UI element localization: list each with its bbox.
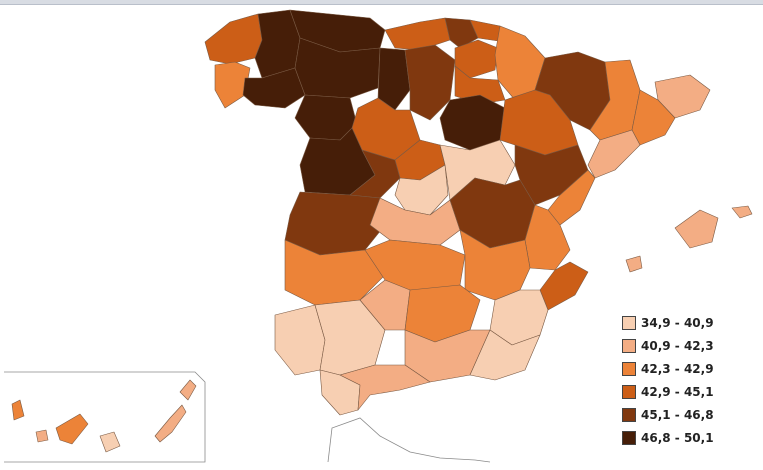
canary-islands-inset-frame bbox=[4, 371, 206, 463]
africa-coast-frame bbox=[327, 417, 491, 463]
legend-item: 34,9 - 40,9 bbox=[622, 311, 732, 334]
region-a-coruna[interactable] bbox=[204, 13, 263, 65]
legend-label: 45,1 - 46,8 bbox=[641, 407, 714, 422]
region-caceres[interactable] bbox=[284, 191, 386, 256]
legend-item: 42,3 - 42,9 bbox=[622, 357, 732, 380]
region-cantabria[interactable] bbox=[384, 17, 451, 51]
legend-item: 45,1 - 46,8 bbox=[622, 403, 732, 426]
region-gran-canaria[interactable] bbox=[99, 431, 121, 453]
region-burgos[interactable] bbox=[404, 44, 456, 121]
region-malaga[interactable] bbox=[339, 364, 431, 411]
legend-swatch bbox=[622, 407, 636, 422]
legend-swatch bbox=[622, 338, 636, 353]
legend-item: 40,9 - 42,3 bbox=[622, 334, 732, 357]
map-legend: 34,9 - 40,9 40,9 - 42,3 42,3 - 42,9 42,9… bbox=[622, 311, 732, 449]
region-mallorca[interactable] bbox=[674, 209, 719, 249]
region-badajoz[interactable] bbox=[284, 239, 386, 306]
legend-label: 42,9 - 45,1 bbox=[641, 384, 714, 399]
region-menorca[interactable] bbox=[731, 205, 753, 219]
legend-swatch bbox=[622, 384, 636, 399]
legend-label: 42,3 - 42,9 bbox=[641, 361, 714, 376]
region-la-gomera[interactable] bbox=[35, 429, 49, 443]
legend-swatch bbox=[622, 430, 636, 445]
legend-label: 40,9 - 42,3 bbox=[641, 338, 714, 353]
window-top-border bbox=[0, 0, 763, 5]
region-almeria[interactable] bbox=[469, 329, 541, 381]
region-palencia[interactable] bbox=[377, 47, 411, 111]
region-tarragona[interactable] bbox=[587, 129, 641, 179]
region-huelva[interactable] bbox=[274, 304, 326, 376]
legend-item: 42,9 - 45,1 bbox=[622, 380, 732, 403]
region-leon[interactable] bbox=[294, 37, 381, 99]
region-ourense[interactable] bbox=[242, 67, 306, 109]
legend-label: 34,9 - 40,9 bbox=[641, 315, 714, 330]
region-tenerife[interactable] bbox=[55, 413, 89, 445]
region-fuerteventura[interactable] bbox=[154, 404, 187, 443]
legend-swatch bbox=[622, 315, 636, 330]
region-madrid[interactable] bbox=[394, 164, 449, 216]
region-lanzarote[interactable] bbox=[179, 379, 197, 401]
legend-swatch bbox=[622, 361, 636, 376]
legend-label: 46,8 - 50,1 bbox=[641, 430, 714, 445]
legend-item: 46,8 - 50,1 bbox=[622, 426, 732, 449]
region-ibiza[interactable] bbox=[625, 255, 643, 273]
region-valencia[interactable] bbox=[524, 204, 571, 271]
region-lugo[interactable] bbox=[254, 9, 301, 79]
region-la-palma[interactable] bbox=[11, 399, 25, 421]
